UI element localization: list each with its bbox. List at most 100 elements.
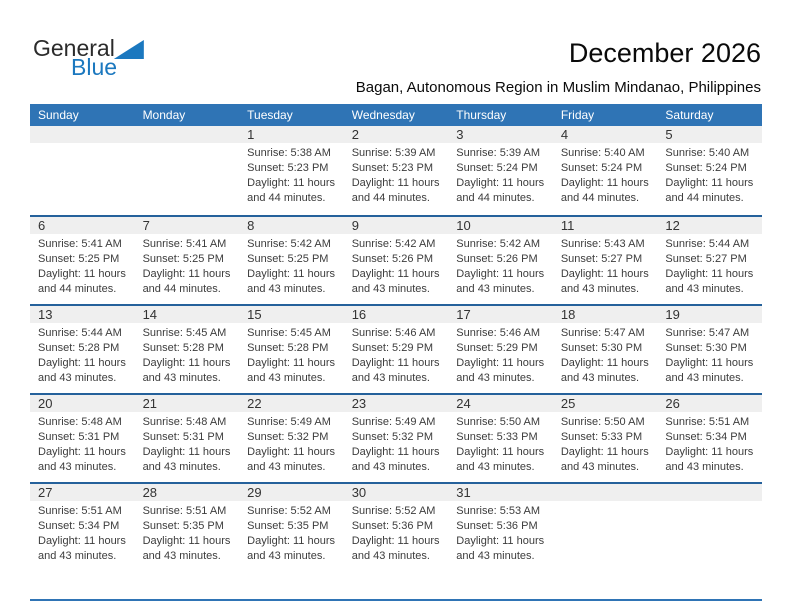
sun-time-line: and 43 minutes. [560,283,640,295]
sun-time-line: Sunset: 5:33 PM [560,431,643,443]
sun-times: Sunrise: 5:42 AM Sunset: 5:26 PM Daylight:… [448,234,553,297]
sun-time-line: Daylight: 11 hours [351,268,440,280]
sun-time-line: Sunrise: 5:53 AM [456,505,541,517]
sun-time-line: Sunset: 5:36 PM [456,520,538,532]
sun-time-line: Sunset: 5:30 PM [665,342,747,354]
sun-times: Sunrise: 5:39 AM Sunset: 5:23 PM Daylight:… [344,143,449,206]
sun-time-line: and 43 minutes. [247,461,326,473]
sun-time-line: and 43 minutes. [38,461,117,473]
sun-times: Sunrise: 5:44 AM Sunset: 5:28 PM Daylight:… [30,323,135,386]
sun-times: Sunrise: 5:50 AM Sunset: 5:33 PM Daylight:… [553,412,658,475]
calendar-cell-day-16: 16 Sunrise: 5:46 AM Sunset: 5:29 PM Dayligh… [343,306,449,393]
sun-time-line: and 43 minutes. [247,550,326,562]
sun-times: Sunrise: 5:47 AM Sunset: 5:30 PM Daylight:… [553,323,658,386]
sun-time-line: Daylight: 11 hours [456,177,545,189]
sun-time-line: Sunrise: 5:52 AM [247,505,331,517]
sun-time-line: Sunrise: 5:46 AM [456,327,541,339]
sun-time-line: and 44 minutes. [247,192,326,204]
sun-time-line: Sunset: 5:24 PM [560,162,643,174]
sun-time-line: Daylight: 11 hours [247,535,335,547]
sun-time-line: and 43 minutes. [665,461,744,473]
calendar-cell-day-15: 15 Sunrise: 5:45 AM Sunset: 5:28 PM Dayligh… [239,306,344,393]
sun-time-line: Sunrise: 5:47 AM [560,327,645,339]
sun-time-line: and 43 minutes. [665,283,744,295]
logo-triangle-icon [113,40,144,59]
sun-time-line: and 43 minutes. [142,461,221,473]
sun-time-line: Sunrise: 5:42 AM [351,238,436,250]
sun-time-line: Sunset: 5:23 PM [351,162,434,174]
sun-time-line: Sunset: 5:27 PM [665,253,747,265]
sun-time-line: Daylight: 11 hours [142,446,231,458]
sun-times: Sunrise: 5:52 AM Sunset: 5:36 PM Daylight:… [344,501,449,564]
sun-time-line: Sunrise: 5:49 AM [351,416,436,428]
sun-time-line: Sunset: 5:31 PM [142,431,224,443]
sun-time-line: Sunset: 5:34 PM [665,431,747,443]
sun-times: Sunrise: 5:41 AM Sunset: 5:25 PM Daylight:… [135,234,240,297]
sun-time-line: and 43 minutes. [142,550,221,562]
sun-times: Sunrise: 5:40 AM Sunset: 5:24 PM Daylight:… [657,143,762,206]
sun-time-line: Daylight: 11 hours [665,177,754,189]
sun-times: Sunrise: 5:43 AM Sunset: 5:27 PM Daylight:… [553,234,658,297]
calendar-cell-empty [657,484,762,571]
week-row: 20 Sunrise: 5:48 AM Sunset: 5:31 PM Dayligh… [30,393,762,482]
calendar-cell-day-5: 5 Sunrise: 5:40 AM Sunset: 5:24 PM Daylight… [657,126,762,215]
calendar-cell-day-19: 19 Sunrise: 5:47 AM Sunset: 5:30 PM Dayligh… [657,306,762,393]
sun-time-line: Sunrise: 5:43 AM [560,238,645,250]
sun-times: Sunrise: 5:51 AM Sunset: 5:35 PM Daylight:… [135,501,240,564]
sun-time-line: Sunset: 5:29 PM [456,342,538,354]
sun-time-line: Daylight: 11 hours [38,268,126,280]
day-number: 27 [30,484,135,501]
day-number: 20 [30,395,135,412]
sun-times: Sunrise: 5:42 AM Sunset: 5:26 PM Daylight:… [344,234,449,297]
sun-time-line: Sunrise: 5:48 AM [142,416,227,428]
calendar-cell-day-28: 28 Sunrise: 5:51 AM Sunset: 5:35 PM Dayligh… [134,484,240,571]
weeks-container: 1 Sunrise: 5:38 AM Sunset: 5:23 PM Daylight… [30,126,762,571]
calendar-cell-day-29: 29 Sunrise: 5:52 AM Sunset: 5:35 PM Dayligh… [239,484,344,571]
day-number: 6 [30,217,135,234]
day-number: 16 [343,306,449,323]
week-row: 27 Sunrise: 5:51 AM Sunset: 5:34 PM Dayligh… [30,482,762,571]
sun-time-line: Sunrise: 5:50 AM [456,416,541,428]
sun-time-line: Sunrise: 5:50 AM [560,416,645,428]
day-number: 10 [448,217,553,234]
day-number: 28 [134,484,240,501]
day-number [134,126,240,143]
sun-time-line: and 43 minutes. [351,283,430,295]
sun-time-line: Sunrise: 5:41 AM [38,238,122,250]
sun-times: Sunrise: 5:42 AM Sunset: 5:25 PM Daylight:… [239,234,344,297]
sun-time-line: Sunrise: 5:47 AM [665,327,750,339]
calendar-cell-day-23: 23 Sunrise: 5:49 AM Sunset: 5:32 PM Dayligh… [343,395,449,482]
sun-time-line: Sunset: 5:26 PM [456,253,538,265]
day-number: 22 [239,395,344,412]
calendar-cell-empty [134,126,240,215]
sun-time-line: and 43 minutes. [665,372,744,384]
calendar-cell-day-7: 7 Sunrise: 5:41 AM Sunset: 5:25 PM Daylight… [134,217,240,304]
sun-time-line: Sunrise: 5:40 AM [560,147,645,159]
sun-times [553,501,658,504]
day-header-tuesday: Tuesday [247,108,293,122]
day-number: 23 [343,395,449,412]
sun-time-line: Daylight: 11 hours [560,268,649,280]
sun-time-line: and 44 minutes. [351,192,430,204]
sun-times: Sunrise: 5:53 AM Sunset: 5:36 PM Daylight:… [448,501,553,564]
sun-times: Sunrise: 5:48 AM Sunset: 5:31 PM Daylight:… [30,412,135,475]
sun-time-line: and 43 minutes. [351,550,430,562]
calendar-cell-day-2: 2 Sunrise: 5:39 AM Sunset: 5:23 PM Daylight… [343,126,449,215]
calendar-cell-day-14: 14 Sunrise: 5:45 AM Sunset: 5:28 PM Dayligh… [134,306,240,393]
day-number: 5 [657,126,762,143]
sun-times: Sunrise: 5:47 AM Sunset: 5:30 PM Daylight:… [657,323,762,386]
calendar-cell-day-10: 10 Sunrise: 5:42 AM Sunset: 5:26 PM Dayligh… [448,217,553,304]
sun-time-line: Sunset: 5:35 PM [247,520,329,532]
sun-time-line: Sunrise: 5:41 AM [142,238,227,250]
sun-time-line: Sunset: 5:25 PM [142,253,224,265]
sun-time-line: Sunrise: 5:40 AM [665,147,750,159]
sun-time-line: and 44 minutes. [560,192,640,204]
general-blue-logo: General Blue [33,37,144,79]
sun-times: Sunrise: 5:40 AM Sunset: 5:24 PM Daylight:… [553,143,658,206]
calendar-cell-day-31: 31 Sunrise: 5:53 AM Sunset: 5:36 PM Dayligh… [448,484,553,571]
calendar-cell-day-9: 9 Sunrise: 5:42 AM Sunset: 5:26 PM Daylight… [343,217,449,304]
sun-time-line: Sunrise: 5:51 AM [142,505,227,517]
sun-time-line: Daylight: 11 hours [38,446,126,458]
sun-time-line: Sunrise: 5:52 AM [351,505,436,517]
calendar-cell-empty [30,126,135,215]
